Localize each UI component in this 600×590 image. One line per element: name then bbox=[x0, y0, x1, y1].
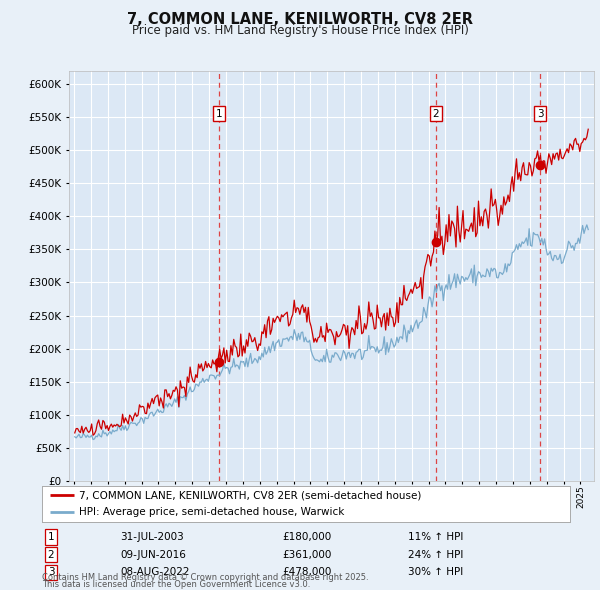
Text: 1: 1 bbox=[47, 532, 55, 542]
Text: 7, COMMON LANE, KENILWORTH, CV8 2ER: 7, COMMON LANE, KENILWORTH, CV8 2ER bbox=[127, 12, 473, 27]
Text: Price paid vs. HM Land Registry's House Price Index (HPI): Price paid vs. HM Land Registry's House … bbox=[131, 24, 469, 37]
Text: 2: 2 bbox=[47, 550, 55, 559]
Text: 31-JUL-2003: 31-JUL-2003 bbox=[120, 532, 184, 542]
Text: £361,000: £361,000 bbox=[282, 550, 331, 559]
Text: 1: 1 bbox=[215, 109, 222, 119]
Text: 3: 3 bbox=[537, 109, 544, 119]
Text: 30% ↑ HPI: 30% ↑ HPI bbox=[408, 568, 463, 577]
Text: 08-AUG-2022: 08-AUG-2022 bbox=[120, 568, 190, 577]
Text: HPI: Average price, semi-detached house, Warwick: HPI: Average price, semi-detached house,… bbox=[79, 507, 344, 517]
Text: 09-JUN-2016: 09-JUN-2016 bbox=[120, 550, 186, 559]
Text: £180,000: £180,000 bbox=[282, 532, 331, 542]
Text: £478,000: £478,000 bbox=[282, 568, 331, 577]
Text: 7, COMMON LANE, KENILWORTH, CV8 2ER (semi-detached house): 7, COMMON LANE, KENILWORTH, CV8 2ER (sem… bbox=[79, 490, 421, 500]
Text: 2: 2 bbox=[433, 109, 439, 119]
Text: This data is licensed under the Open Government Licence v3.0.: This data is licensed under the Open Gov… bbox=[42, 581, 310, 589]
Text: 11% ↑ HPI: 11% ↑ HPI bbox=[408, 532, 463, 542]
Text: Contains HM Land Registry data © Crown copyright and database right 2025.: Contains HM Land Registry data © Crown c… bbox=[42, 573, 368, 582]
Text: 3: 3 bbox=[47, 568, 55, 577]
Text: 24% ↑ HPI: 24% ↑ HPI bbox=[408, 550, 463, 559]
